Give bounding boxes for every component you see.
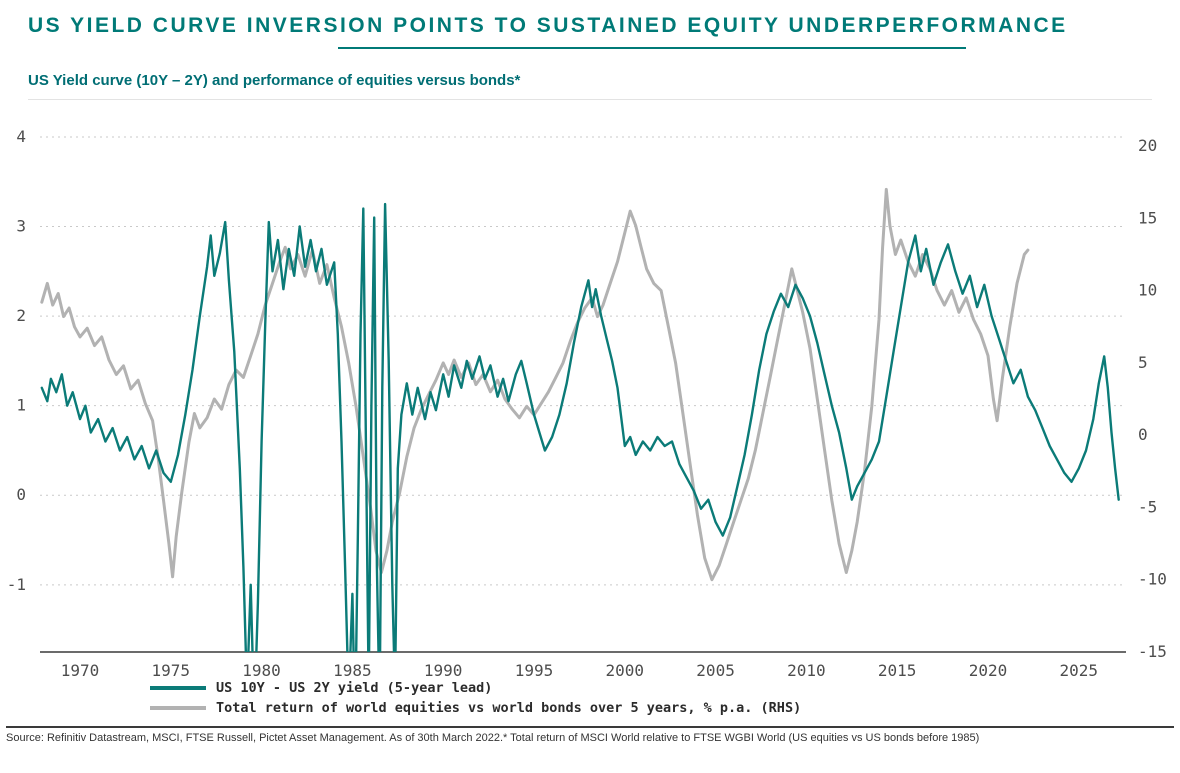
x-axis-tick-label: 1970 — [61, 661, 100, 680]
x-axis-tick-label: 2015 — [878, 661, 917, 680]
right-axis-tick-label: -5 — [1138, 497, 1157, 516]
x-axis-tick-label: 2020 — [969, 661, 1008, 680]
page-title: US YIELD CURVE INVERSION POINTS TO SUSTA… — [28, 14, 1068, 37]
x-axis-tick-label: 1975 — [151, 661, 190, 680]
x-axis-tick-label: 2005 — [696, 661, 735, 680]
left-axis-tick-label: -1 — [7, 575, 26, 594]
x-axis-tick-label: 2010 — [787, 661, 826, 680]
right-axis-tick-label: 5 — [1138, 353, 1148, 372]
right-axis-tick-label: 15 — [1138, 208, 1157, 227]
x-axis-tick-label: 1985 — [333, 661, 372, 680]
chart-subtitle: US Yield curve (10Y – 2Y) and performanc… — [28, 72, 1152, 100]
right-axis-tick-label: 10 — [1138, 281, 1157, 300]
x-axis-tick-label: 2000 — [606, 661, 645, 680]
left-axis-tick-label: 1 — [16, 396, 26, 415]
right-axis-tick-label: 0 — [1138, 425, 1148, 444]
source-note: Source: Refinitiv Datastream, MSCI, FTSE… — [6, 732, 980, 744]
right-axis-tick-label: -10 — [1138, 570, 1167, 589]
footer-divider — [6, 726, 1174, 728]
right-axis-tick-label: 20 — [1138, 136, 1157, 155]
legend-swatch — [150, 706, 206, 710]
x-axis-tick-label: 1990 — [424, 661, 463, 680]
left-axis-tick-label: 2 — [16, 306, 26, 325]
legend-item: Total return of world equities vs world … — [150, 698, 1180, 718]
legend-label: Total return of world equities vs world … — [216, 700, 802, 716]
x-axis-tick-label: 1980 — [242, 661, 281, 680]
left-axis-tick-label: 4 — [16, 127, 26, 146]
left-axis-tick-label: 0 — [16, 485, 26, 504]
legend-label: US 10Y - US 2Y yield (5-year lead) — [216, 680, 493, 696]
x-axis-tick-label: 2025 — [1060, 661, 1099, 680]
x-axis-tick-label: 1995 — [515, 661, 554, 680]
series-line-yield-curve — [40, 202, 1120, 652]
left-axis-tick-label: 3 — [16, 217, 26, 236]
title-underline-decoration — [338, 47, 966, 49]
right-axis-tick-label: -15 — [1138, 642, 1167, 661]
chart-legend: US 10Y - US 2Y yield (5-year lead) Total … — [150, 678, 1180, 718]
legend-swatch — [150, 686, 206, 690]
legend-item: US 10Y - US 2Y yield (5-year lead) — [150, 678, 1180, 698]
